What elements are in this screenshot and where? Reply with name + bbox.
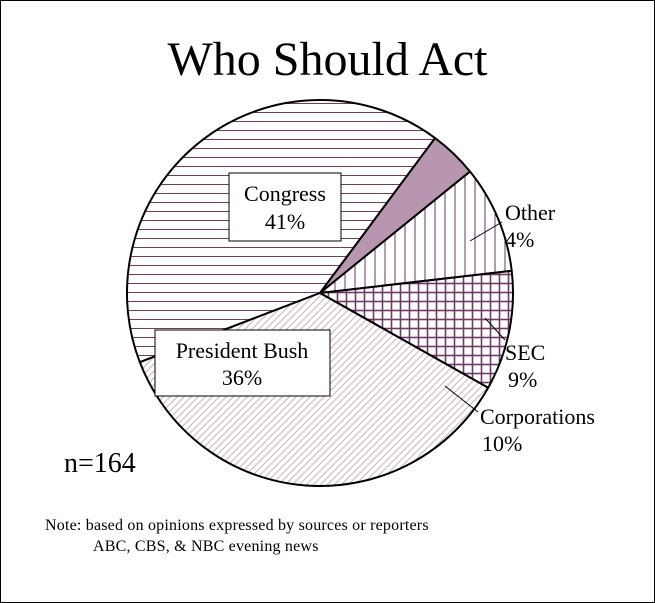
note-line-2: ABC, CBS, & NBC evening news <box>93 538 319 555</box>
pie-slice-corporations <box>319 269 514 389</box>
sec-leader-line <box>484 317 506 341</box>
president-bush-label: President Bush <box>176 338 309 363</box>
other-pct: 4% <box>505 227 534 252</box>
corporations-pct: 10% <box>482 431 522 456</box>
president-bush-pct: 36% <box>222 365 262 390</box>
congress-label-box <box>228 172 342 242</box>
corporations-leader-line <box>444 385 479 413</box>
corporations-label: Corporations <box>480 404 595 429</box>
congress-label: Congress <box>244 181 326 206</box>
president-bush-label-box <box>154 329 331 397</box>
sec-label: SEC <box>505 340 545 365</box>
pie-slice-sec <box>319 170 513 294</box>
note-line-1: Note: based on opinions expressed by sou… <box>45 517 429 534</box>
other-label: Other <box>505 200 556 225</box>
other-leader-line <box>469 221 503 242</box>
congress-pct: 41% <box>265 209 305 234</box>
chart-note: Note: based on opinions expressed by sou… <box>45 515 429 557</box>
sec-pct: 9% <box>508 367 537 392</box>
chart-title: Who Should Act <box>167 33 488 86</box>
sample-size: n=164 <box>64 448 136 479</box>
